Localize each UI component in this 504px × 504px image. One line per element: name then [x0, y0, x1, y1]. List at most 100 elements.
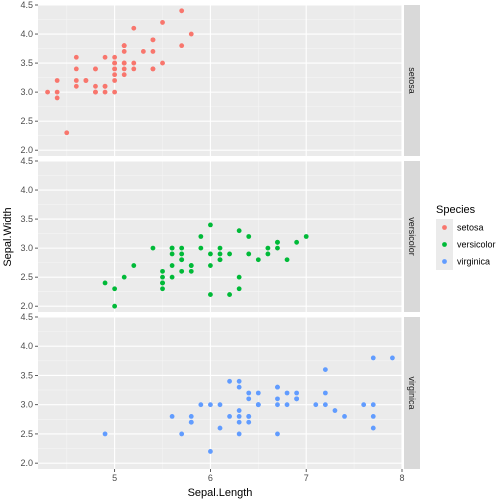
- y-tick-label: 4.5: [20, 0, 33, 10]
- y-tick-label: 3.0: [20, 87, 33, 97]
- data-point-virginica: [208, 402, 213, 408]
- data-point-setosa: [112, 72, 118, 78]
- data-point-setosa: [150, 49, 156, 54]
- data-point-versicolor: [208, 251, 213, 257]
- data-point-versicolor: [169, 263, 175, 268]
- data-point-versicolor: [112, 303, 118, 309]
- data-point-versicolor: [208, 222, 213, 228]
- data-point-virginica: [236, 378, 242, 384]
- y-tick-label: 2.0: [20, 301, 33, 311]
- legend-marker: [442, 242, 447, 247]
- data-point-virginica: [322, 390, 328, 396]
- data-point-versicolor: [255, 257, 261, 263]
- data-point-virginica: [236, 408, 242, 413]
- data-point-setosa: [93, 89, 98, 95]
- legend-marker: [442, 259, 447, 264]
- data-point-versicolor: [265, 251, 271, 257]
- y-tick-label: 2.0: [20, 458, 33, 468]
- y-tick-label: 2.5: [20, 429, 33, 439]
- facet-strip-label: versicolor: [407, 217, 417, 256]
- data-point-virginica: [370, 355, 376, 361]
- data-point-setosa: [179, 43, 185, 49]
- data-point-setosa: [54, 78, 60, 83]
- y-tick-label: 3.0: [20, 400, 33, 410]
- x-tick-label: 6: [208, 473, 213, 483]
- y-tick-label: 3.0: [20, 243, 33, 253]
- data-point-versicolor: [169, 245, 175, 251]
- data-point-versicolor: [284, 257, 290, 263]
- data-point-setosa: [121, 43, 127, 49]
- data-point-versicolor: [275, 239, 280, 245]
- facet-panel-setosa: setosa: [38, 4, 420, 156]
- data-point-versicolor: [198, 245, 204, 251]
- data-point-setosa: [102, 54, 108, 60]
- data-point-virginica: [275, 402, 280, 408]
- x-tick-label: 7: [304, 473, 309, 483]
- data-point-versicolor: [208, 263, 213, 268]
- legend-label: virginica: [457, 257, 490, 267]
- data-point-virginica: [322, 402, 328, 408]
- data-point-versicolor: [179, 257, 185, 263]
- data-point-versicolor: [236, 228, 242, 234]
- data-point-setosa: [150, 37, 156, 43]
- facet-strip: [404, 161, 420, 312]
- y-tick-label: 4.0: [20, 341, 33, 351]
- data-point-versicolor: [188, 268, 194, 274]
- data-point-versicolor: [131, 263, 137, 268]
- data-point-virginica: [284, 402, 290, 408]
- data-point-versicolor: [188, 263, 194, 268]
- data-point-setosa: [140, 49, 146, 54]
- data-point-virginica: [169, 413, 175, 419]
- data-point-virginica: [236, 431, 242, 437]
- x-tick-label: 5: [112, 473, 117, 483]
- data-point-virginica: [322, 367, 328, 373]
- facet-strip-label: virginica: [407, 376, 417, 409]
- legend-label: setosa: [457, 223, 484, 233]
- data-point-virginica: [227, 378, 232, 384]
- data-point-virginica: [255, 390, 261, 396]
- data-point-versicolor: [217, 257, 223, 263]
- data-point-setosa: [102, 89, 108, 95]
- data-point-virginica: [236, 419, 242, 425]
- panel-background: [38, 161, 402, 312]
- y-tick-label: 4.5: [20, 156, 33, 166]
- data-point-versicolor: [275, 245, 280, 251]
- data-point-versicolor: [121, 274, 127, 280]
- data-point-setosa: [73, 83, 79, 89]
- data-point-setosa: [73, 66, 79, 72]
- data-point-setosa: [112, 54, 118, 60]
- facet-panels: setosa versicolor virginica: [38, 4, 420, 469]
- data-point-virginica: [217, 402, 223, 408]
- data-point-setosa: [160, 20, 165, 25]
- data-point-setosa: [131, 66, 137, 72]
- data-point-versicolor: [227, 251, 232, 257]
- data-point-versicolor: [169, 274, 175, 280]
- y-tick-label: 2.5: [20, 272, 33, 282]
- data-point-versicolor: [265, 245, 271, 251]
- data-point-setosa: [112, 66, 118, 72]
- data-point-versicolor: [227, 292, 232, 297]
- legend-marker: [442, 225, 447, 230]
- y-tick-label: 4.5: [20, 312, 33, 322]
- y-tick-label: 4.0: [20, 29, 33, 39]
- data-point-virginica: [294, 390, 300, 396]
- facet-panel-virginica: virginica: [38, 316, 420, 469]
- axes: 2.02.53.03.54.04.52.02.53.03.54.04.52.02…: [20, 0, 404, 483]
- data-point-versicolor: [160, 280, 165, 286]
- data-point-setosa: [150, 66, 156, 72]
- panel-background: [38, 317, 402, 469]
- data-point-virginica: [275, 384, 280, 390]
- legend-item-virginica: virginica: [436, 253, 490, 270]
- legend-title: Species: [436, 204, 476, 216]
- data-point-virginica: [188, 419, 194, 425]
- data-point-versicolor: [294, 239, 300, 245]
- data-point-setosa: [54, 95, 60, 101]
- data-point-versicolor: [102, 280, 108, 286]
- data-point-virginica: [370, 425, 376, 431]
- data-point-versicolor: [150, 245, 156, 251]
- data-point-versicolor: [217, 251, 223, 257]
- x-tick-label: 8: [399, 473, 404, 483]
- data-point-versicolor: [160, 268, 165, 274]
- data-point-virginica: [246, 419, 252, 425]
- data-point-versicolor: [179, 251, 185, 257]
